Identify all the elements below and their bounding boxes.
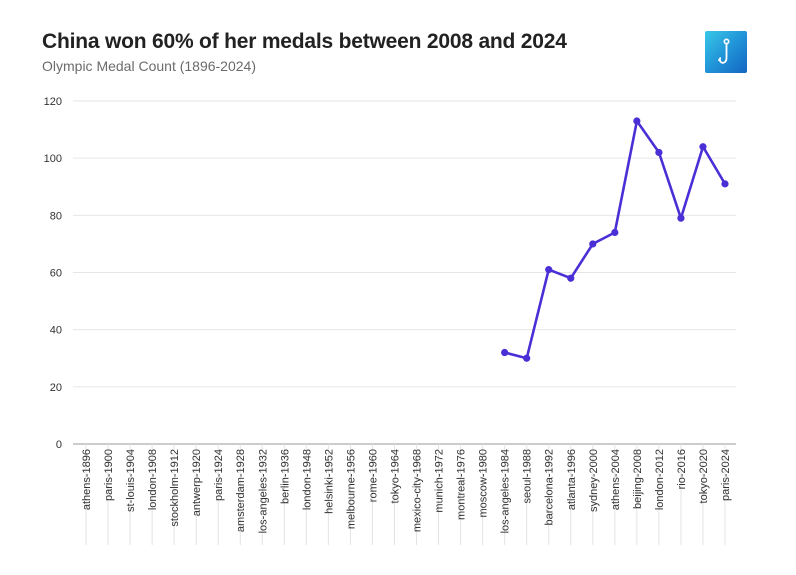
y-tick-label: 100 <box>44 153 62 165</box>
x-tick-label: st-louis-1904 <box>125 449 137 512</box>
x-tick-label: atlanta-1996 <box>566 449 578 510</box>
y-tick-label: 120 <box>44 96 62 108</box>
x-tick-label: moscow-1980 <box>478 449 490 517</box>
y-tick-label: 80 <box>50 210 62 222</box>
x-tick-label: tokyo-2020 <box>698 449 710 503</box>
x-tick-label: beijing-2008 <box>632 449 644 509</box>
y-tick-label: 20 <box>50 382 62 394</box>
y-tick-label: 60 <box>50 268 62 280</box>
x-tick-label: antwerp-1920 <box>191 449 203 516</box>
brand-logo[interactable] <box>705 31 747 73</box>
x-tick-label: rio-2016 <box>676 449 688 489</box>
data-point[interactable] <box>677 214 685 222</box>
x-tick-label: helsinki-1952 <box>323 449 335 514</box>
x-tick-label: sydney-2000 <box>588 449 600 512</box>
x-tick-label: athens-2004 <box>610 449 622 510</box>
x-tick-label: mexico-city-1968 <box>412 449 424 532</box>
data-point[interactable] <box>699 143 707 151</box>
data-point[interactable] <box>501 348 509 357</box>
data-point[interactable] <box>523 354 531 362</box>
data-point[interactable] <box>545 266 553 274</box>
x-tick-label: seoul-1988 <box>522 449 534 503</box>
chart-subtitle: Olympic Medal Count (1896-2024) <box>42 58 256 74</box>
x-tick-label: montreal-1976 <box>456 449 468 520</box>
x-tick-label: tokyo-1964 <box>389 449 401 503</box>
data-point[interactable] <box>567 274 575 282</box>
x-tick-label: amsterdam-1928 <box>235 449 247 532</box>
data-point[interactable] <box>633 117 641 125</box>
x-tick-label: paris-1900 <box>103 449 115 501</box>
x-tick-label: los-angeles-1932 <box>257 449 269 533</box>
x-tick-label: melbourne-1956 <box>345 449 357 529</box>
chart-title: China won 60% of her medals between 2008… <box>42 30 567 53</box>
data-point[interactable] <box>611 228 619 237</box>
x-tick-label: munich-1972 <box>434 449 446 513</box>
y-tick-label: 40 <box>50 325 62 337</box>
x-tick-label: paris-2024 <box>720 449 732 501</box>
x-tick-label: london-1908 <box>147 449 159 510</box>
y-tick-label: 0 <box>56 439 62 451</box>
x-tick-label: stockholm-1912 <box>169 449 181 527</box>
x-tick-label: london-2012 <box>654 449 666 510</box>
x-tick-label: london-1948 <box>301 449 313 510</box>
data-point[interactable] <box>589 240 597 248</box>
x-tick-label: barcelona-1992 <box>544 449 556 525</box>
x-tick-label: los-angeles-1984 <box>500 449 512 533</box>
hook-icon <box>718 38 730 64</box>
x-tick-label: rome-1960 <box>367 449 379 502</box>
x-tick-label: athens-1896 <box>81 449 93 510</box>
x-tick-label: berlin-1936 <box>279 449 291 504</box>
data-point[interactable] <box>655 148 663 157</box>
series-line <box>503 119 727 360</box>
x-tick-label: paris-1924 <box>213 449 225 501</box>
data-point[interactable] <box>721 180 729 188</box>
